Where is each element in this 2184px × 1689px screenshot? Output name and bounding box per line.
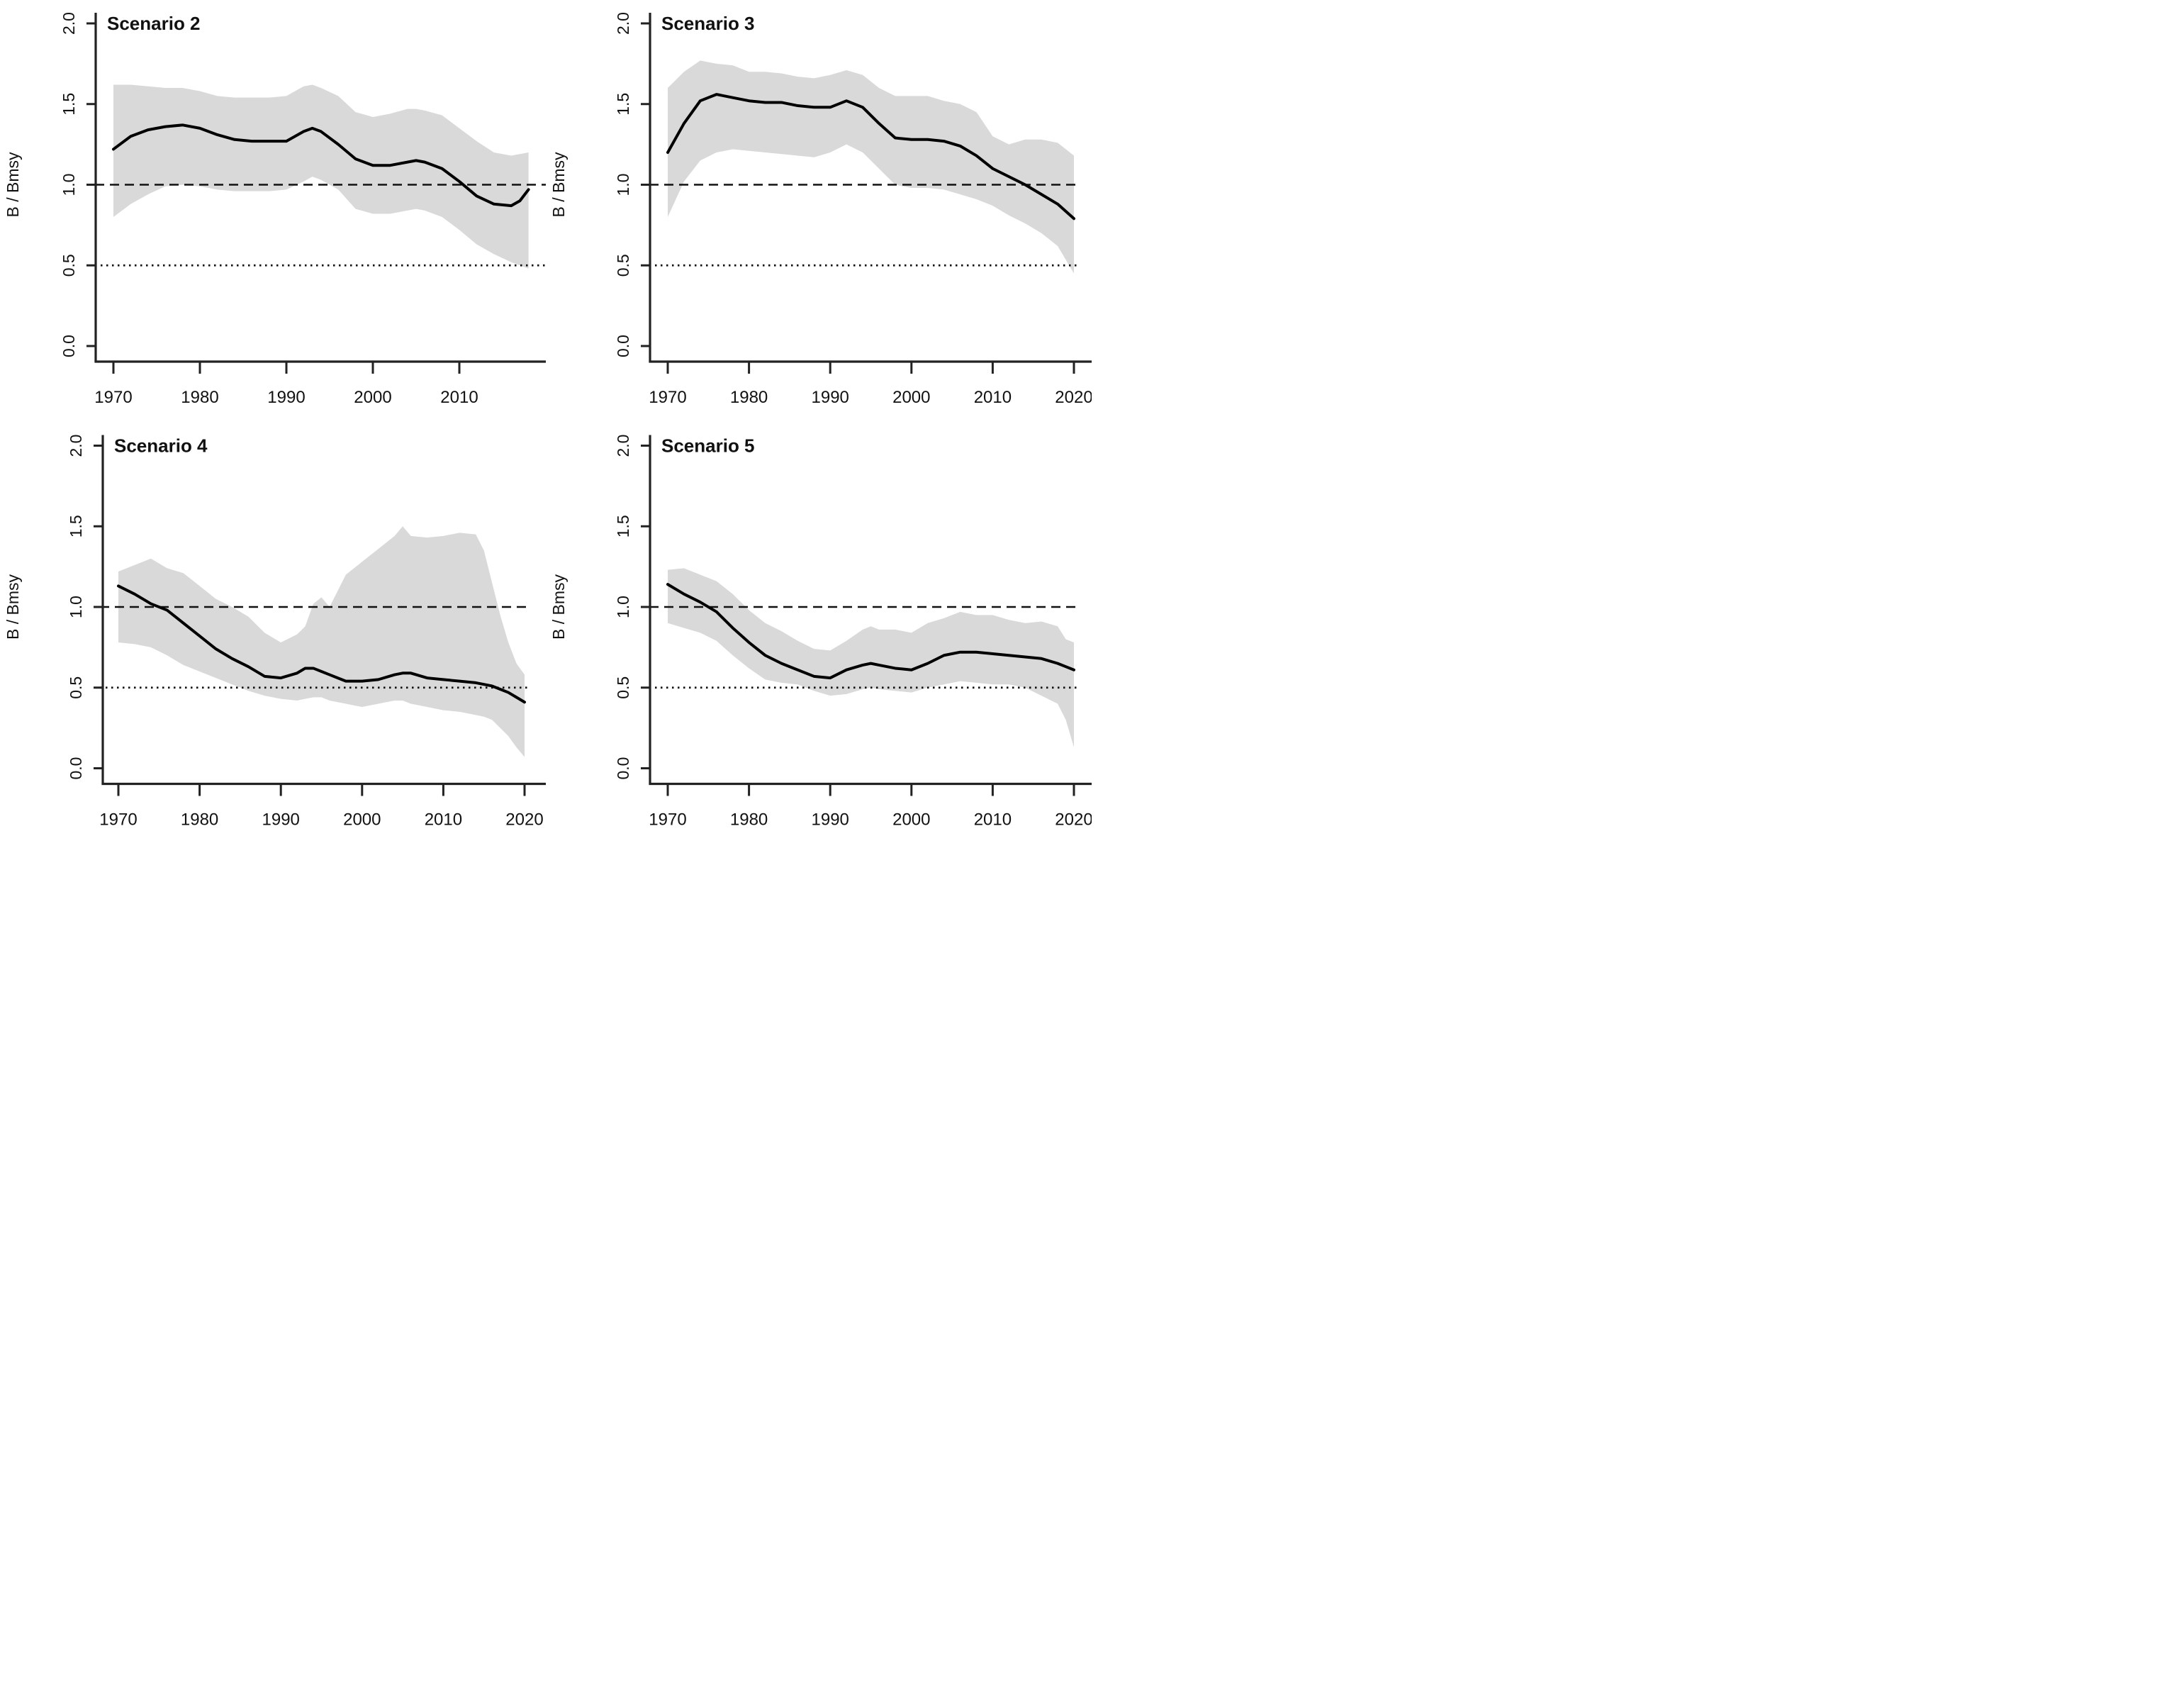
x-tick-label: 2000 <box>892 810 930 830</box>
y-tick-label: 1.0 <box>67 596 85 618</box>
x-tick-label: 2000 <box>892 388 930 407</box>
y-axis-title: B / Bmsy <box>4 574 22 640</box>
scenario-4-plot-svg: 0.0 0.5 1.0 1.5 2.0 1970 1980 1990 2000 2010 2020 B… <box>4 435 546 830</box>
y-tick-label: 1.5 <box>67 515 85 537</box>
confidence-band <box>668 60 1074 274</box>
bbmsy-scenario-figure: 0.0 0.5 1.0 1.5 2.0 1970 1980 1990 2000 2010 B / B… <box>0 0 1092 844</box>
y-tick-label: 2.0 <box>614 435 632 457</box>
y-axis-title: B / Bmsy <box>549 574 568 640</box>
x-tick-label: 2010 <box>974 388 1012 407</box>
x-tick-label: 1990 <box>812 810 849 830</box>
y-tick-label: 1.0 <box>60 174 78 196</box>
x-tick-label: 1980 <box>181 388 218 407</box>
median-biomass-line <box>666 93 1075 221</box>
x-tick-label: 1980 <box>730 388 768 407</box>
x-tick-label: 1970 <box>649 388 686 407</box>
x-tick-label: 1970 <box>99 810 137 830</box>
y-tick-label: 1.5 <box>60 93 78 116</box>
median-biomass-line <box>117 584 526 704</box>
scenario-3-chart: 0.0 0.5 1.0 1.5 2.0 1970 1980 1990 2000 2010 2020 B… <box>546 0 1092 422</box>
scenario-3-plot-svg: 0.0 0.5 1.0 1.5 2.0 1970 1980 1990 2000 2010 2020 B… <box>549 12 1092 407</box>
x-tick-label: 1980 <box>181 810 218 830</box>
y-tick-label: 2.0 <box>60 12 78 35</box>
y-tick-label: 2.0 <box>614 12 632 35</box>
y-tick-label: 1.0 <box>614 174 632 196</box>
x-tick-label: 1970 <box>94 388 132 407</box>
y-tick-label: 0.5 <box>614 676 632 699</box>
y-tick-label: 2.0 <box>67 435 85 457</box>
scenario-title: Scenario 5 <box>661 435 755 457</box>
x-tick-label: 1990 <box>262 810 300 830</box>
scenario-title: Scenario 4 <box>114 435 208 457</box>
x-tick-label: 2010 <box>974 810 1012 830</box>
x-tick-label: 2020 <box>1055 810 1092 830</box>
y-tick-label: 0.0 <box>67 757 85 780</box>
y-tick-label: 0.0 <box>60 335 78 357</box>
x-tick-label: 2000 <box>343 810 381 830</box>
scenario-5-plot-svg: 0.0 0.5 1.0 1.5 2.0 1970 1980 1990 2000 2010 2020 B… <box>549 435 1092 830</box>
y-tick-label: 0.0 <box>614 335 632 357</box>
x-tick-label: 1980 <box>730 810 768 830</box>
median-biomass-line <box>666 583 1075 680</box>
y-tick-label: 0.5 <box>60 254 78 277</box>
x-tick-label: 2010 <box>440 388 478 407</box>
y-tick-label: 0.0 <box>614 757 632 780</box>
x-tick-label: 2020 <box>1055 388 1092 407</box>
scenario-5-chart: 0.0 0.5 1.0 1.5 2.0 1970 1980 1990 2000 2010 2020 B… <box>546 422 1092 844</box>
x-tick-label: 2000 <box>354 388 391 407</box>
confidence-band <box>113 84 529 269</box>
scenario-2-chart: 0.0 0.5 1.0 1.5 2.0 1970 1980 1990 2000 2010 B / B… <box>0 0 546 422</box>
median-biomass-line <box>112 123 530 208</box>
x-tick-label: 1970 <box>649 810 686 830</box>
y-tick-label: 1.0 <box>614 596 632 618</box>
y-tick-label: 1.5 <box>614 515 632 537</box>
confidence-band <box>118 526 525 757</box>
x-tick-label: 1990 <box>812 388 849 407</box>
y-axis-title: B / Bmsy <box>549 152 568 218</box>
scenario-title: Scenario 3 <box>661 13 755 34</box>
confidence-band <box>668 568 1074 747</box>
x-tick-label: 2020 <box>505 810 543 830</box>
x-tick-label: 2010 <box>425 810 462 830</box>
y-tick-label: 1.5 <box>614 93 632 116</box>
x-tick-label: 1990 <box>267 388 305 407</box>
y-axis-title: B / Bmsy <box>4 152 22 218</box>
scenario-title: Scenario 2 <box>107 13 201 34</box>
y-tick-label: 0.5 <box>67 676 85 699</box>
scenario-2-plot-svg: 0.0 0.5 1.0 1.5 2.0 1970 1980 1990 2000 2010 B / B… <box>4 12 546 407</box>
y-tick-label: 0.5 <box>614 254 632 277</box>
scenario-4-chart: 0.0 0.5 1.0 1.5 2.0 1970 1980 1990 2000 2010 2020 B… <box>0 422 546 844</box>
